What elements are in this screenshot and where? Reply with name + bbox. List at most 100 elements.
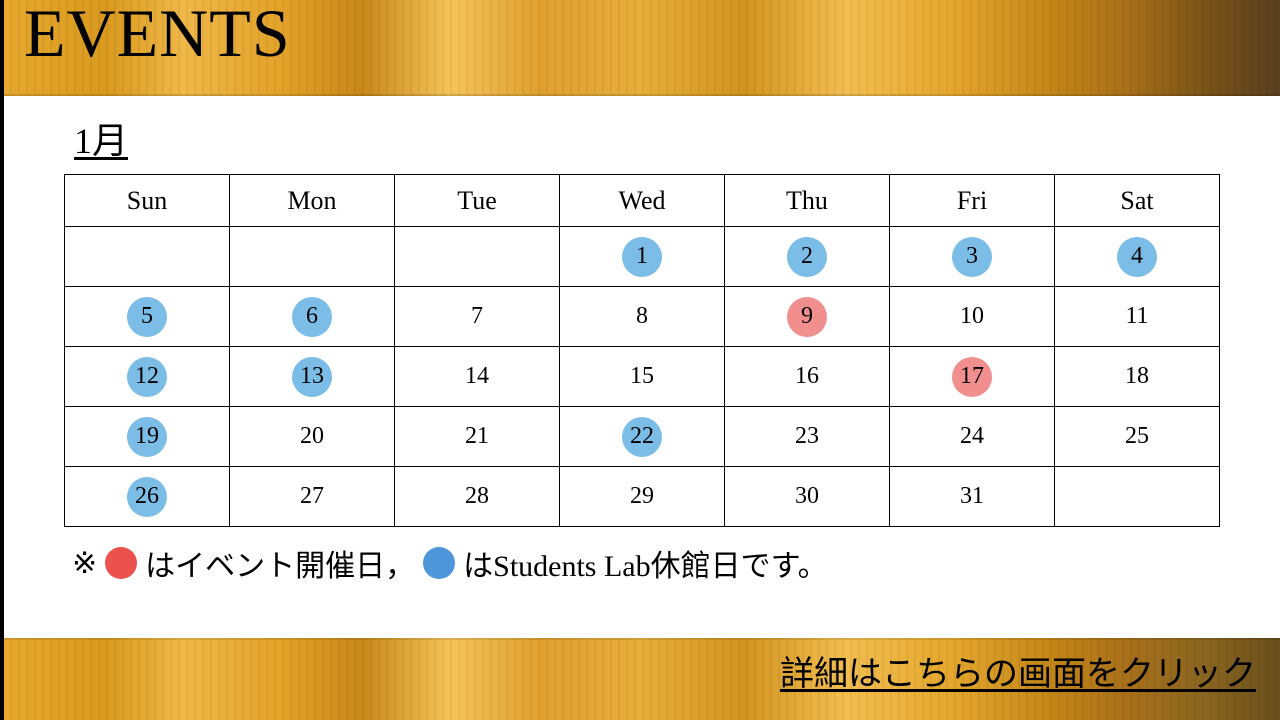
calendar-cell-inner: 18 (1055, 347, 1219, 406)
calendar-cell (395, 227, 560, 287)
calendar-cell (1055, 467, 1220, 527)
calendar-row: 12 13 1415161718 (65, 347, 1220, 407)
page-title: EVENTS (24, 0, 291, 73)
calendar-cell (65, 227, 230, 287)
calendar-cell-inner: 19 (65, 407, 229, 466)
calendar-cell-inner: 13 (230, 347, 394, 406)
calendar-cell-inner: 29 (560, 467, 724, 526)
calendar-row: 26 2728293031 (65, 467, 1220, 527)
event-day-marker: 9 (787, 297, 827, 337)
closed-day-marker: 2 (787, 237, 827, 277)
calendar-cell: 21 (395, 407, 560, 467)
legend: ※ はイベント開催日， はStudents Lab休館日です。 (64, 541, 1220, 585)
calendar-cell: 3 (890, 227, 1055, 287)
calendar-row: 5 678 9 1011 (65, 287, 1220, 347)
day-header: Tue (395, 175, 560, 227)
calendar-cell: 14 (395, 347, 560, 407)
calendar-cell-inner: 26 (65, 467, 229, 526)
main-content: 1月 SunMonTueWedThuFriSat 123456789101112… (4, 96, 1280, 638)
day-header: Sat (1055, 175, 1220, 227)
day-header: Sun (65, 175, 230, 227)
closed-day-marker: 12 (127, 357, 167, 397)
closed-day-marker: 13 (292, 357, 332, 397)
calendar-cell-inner: 2 (725, 227, 889, 286)
calendar-cell: 7 (395, 287, 560, 347)
closed-day-marker: 19 (127, 417, 167, 457)
calendar-cell: 15 (560, 347, 725, 407)
calendar-cell: 2 (725, 227, 890, 287)
calendar-cell: 26 (65, 467, 230, 527)
calendar-cell-inner (230, 227, 394, 286)
calendar-cell-inner: 20 (230, 407, 394, 466)
calendar-cell-inner: 9 (725, 287, 889, 346)
legend-closed-text: はStudents Lab休館日です。 (463, 541, 828, 585)
calendar-cell: 30 (725, 467, 890, 527)
calendar-cell: 22 (560, 407, 725, 467)
calendar-cell (230, 227, 395, 287)
calendar-cell: 28 (395, 467, 560, 527)
calendar-cell-inner: 15 (560, 347, 724, 406)
calendar-cell-inner: 5 (65, 287, 229, 346)
closed-day-marker: 26 (127, 477, 167, 517)
calendar-row: 1 2 3 4 (65, 227, 1220, 287)
day-header: Thu (725, 175, 890, 227)
month-label: 1月 (74, 112, 1220, 164)
calendar-cell-inner (1055, 467, 1219, 526)
details-link[interactable]: 詳細はこちらの画面をクリック (780, 646, 1256, 695)
calendar-cell: 13 (230, 347, 395, 407)
calendar-cell-inner: 25 (1055, 407, 1219, 466)
calendar-cell-inner: 21 (395, 407, 559, 466)
calendar-cell: 25 (1055, 407, 1220, 467)
calendar-cell-inner: 10 (890, 287, 1054, 346)
calendar-cell: 1 (560, 227, 725, 287)
calendar-cell-inner: 3 (890, 227, 1054, 286)
calendar-cell-inner: 28 (395, 467, 559, 526)
calendar-cell: 27 (230, 467, 395, 527)
calendar-cell-inner: 22 (560, 407, 724, 466)
calendar-header: SunMonTueWedThuFriSat (65, 175, 1220, 227)
calendar-cell: 6 (230, 287, 395, 347)
closed-day-marker: 3 (952, 237, 992, 277)
calendar-cell: 8 (560, 287, 725, 347)
calendar-cell: 20 (230, 407, 395, 467)
closed-day-marker: 5 (127, 297, 167, 337)
day-header: Wed (560, 175, 725, 227)
calendar-cell: 19 (65, 407, 230, 467)
calendar-cell-inner (395, 227, 559, 286)
calendar-table: SunMonTueWedThuFriSat 123456789101112131… (64, 174, 1220, 527)
calendar-cell-inner: 14 (395, 347, 559, 406)
calendar-cell-inner: 1 (560, 227, 724, 286)
calendar-cell-inner: 17 (890, 347, 1054, 406)
calendar-cell: 29 (560, 467, 725, 527)
calendar-cell-inner: 16 (725, 347, 889, 406)
calendar-cell-inner: 24 (890, 407, 1054, 466)
page: EVENTS 1月 SunMonTueWedThuFriSat 12345678… (0, 0, 1280, 720)
calendar-cell: 12 (65, 347, 230, 407)
closed-day-marker: 1 (622, 237, 662, 277)
header-bar: EVENTS (4, 0, 1280, 96)
calendar-cell-inner: 23 (725, 407, 889, 466)
calendar-cell: 4 (1055, 227, 1220, 287)
footer-bar: 詳細はこちらの画面をクリック (4, 638, 1280, 720)
calendar-cell: 31 (890, 467, 1055, 527)
calendar-cell-inner: 12 (65, 347, 229, 406)
calendar-cell: 5 (65, 287, 230, 347)
calendar-cell: 16 (725, 347, 890, 407)
calendar-cell: 17 (890, 347, 1055, 407)
calendar-cell: 10 (890, 287, 1055, 347)
event-dot-icon (105, 547, 137, 579)
calendar-cell-inner: 31 (890, 467, 1054, 526)
day-header: Fri (890, 175, 1055, 227)
calendar-cell-inner: 4 (1055, 227, 1219, 286)
calendar-cell-inner: 30 (725, 467, 889, 526)
day-header: Mon (230, 175, 395, 227)
calendar-cell: 11 (1055, 287, 1220, 347)
legend-prefix: ※ (72, 546, 97, 581)
calendar-body: 1234567891011121314151617181920212223242… (65, 227, 1220, 527)
calendar-cell-inner: 7 (395, 287, 559, 346)
calendar-cell-inner: 11 (1055, 287, 1219, 346)
closed-day-marker: 4 (1117, 237, 1157, 277)
calendar-header-row: SunMonTueWedThuFriSat (65, 175, 1220, 227)
calendar-cell-inner: 8 (560, 287, 724, 346)
calendar-row: 19 202122232425 (65, 407, 1220, 467)
